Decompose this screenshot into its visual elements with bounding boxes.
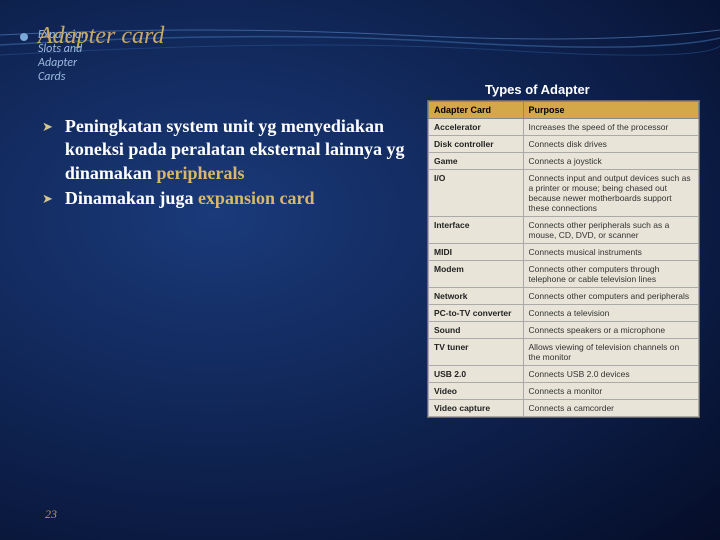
- list-item: ➤ Peningkatan system unit yg menyediakan…: [42, 115, 412, 185]
- list-item: ➤ Dinamakan juga expansion card: [42, 187, 412, 210]
- cell-card: USB 2.0: [429, 366, 524, 383]
- cell-purpose: Increases the speed of the processor: [523, 119, 699, 136]
- cell-card: Game: [429, 153, 524, 170]
- cell-card: TV tuner: [429, 339, 524, 366]
- cell-purpose: Connects a camcorder: [523, 400, 699, 417]
- header-bullet: [20, 33, 28, 41]
- table-row: SoundConnects speakers or a microphone: [429, 322, 699, 339]
- cell-card: Disk controller: [429, 136, 524, 153]
- cell-card: Sound: [429, 322, 524, 339]
- cell-card: Video: [429, 383, 524, 400]
- table-row: AcceleratorIncreases the speed of the pr…: [429, 119, 699, 136]
- cell-purpose: Connects a television: [523, 305, 699, 322]
- cell-card: Modem: [429, 261, 524, 288]
- bullet-text: Dinamakan juga expansion card: [65, 187, 315, 210]
- cell-card: Network: [429, 288, 524, 305]
- arrow-icon: ➤: [42, 191, 53, 210]
- cell-purpose: Connects input and output devices such a…: [523, 170, 699, 217]
- cell-purpose: Connects a monitor: [523, 383, 699, 400]
- cell-card: Accelerator: [429, 119, 524, 136]
- cell-purpose: Connects speakers or a microphone: [523, 322, 699, 339]
- table-row: PC-to-TV converterConnects a television: [429, 305, 699, 322]
- cell-purpose: Connects other peripherals such as a mou…: [523, 217, 699, 244]
- table-row: GameConnects a joystick: [429, 153, 699, 170]
- table-row: Video captureConnects a camcorder: [429, 400, 699, 417]
- cell-card: Interface: [429, 217, 524, 244]
- bullet-pre: Dinamakan juga: [65, 188, 198, 208]
- arrow-icon: ➤: [42, 119, 53, 185]
- content-area: ➤ Peningkatan system unit yg menyediakan…: [42, 115, 412, 213]
- cell-card: I/O: [429, 170, 524, 217]
- table-row: I/OConnects input and output devices suc…: [429, 170, 699, 217]
- header: Expansion Slots and Adapter Cards Adapte…: [20, 28, 36, 46]
- table-row: USB 2.0Connects USB 2.0 devices: [429, 366, 699, 383]
- table-header-row: Adapter Card Purpose: [429, 102, 699, 119]
- cell-purpose: Allows viewing of television channels on…: [523, 339, 699, 366]
- col-header-purpose: Purpose: [523, 102, 699, 119]
- cell-card: Video capture: [429, 400, 524, 417]
- slide-title: Adapter card: [38, 23, 164, 50]
- table-row: MIDIConnects musical instruments: [429, 244, 699, 261]
- bullet-highlight: peripherals: [156, 163, 244, 183]
- bullet-highlight: expansion card: [198, 188, 315, 208]
- table-row: NetworkConnects other computers and peri…: [429, 288, 699, 305]
- table-row: ModemConnects other computers through te…: [429, 261, 699, 288]
- cell-purpose: Connects other computers and peripherals: [523, 288, 699, 305]
- col-header-card: Adapter Card: [429, 102, 524, 119]
- table-row: Disk controllerConnects disk drives: [429, 136, 699, 153]
- page-number: 23: [45, 507, 57, 522]
- table-row: InterfaceConnects other peripherals such…: [429, 217, 699, 244]
- table-row: TV tunerAllows viewing of television cha…: [429, 339, 699, 366]
- types-heading: Types of Adapter: [485, 82, 590, 97]
- cell-purpose: Connects a joystick: [523, 153, 699, 170]
- cell-purpose: Connects disk drives: [523, 136, 699, 153]
- cell-card: PC-to-TV converter: [429, 305, 524, 322]
- cell-purpose: Connects USB 2.0 devices: [523, 366, 699, 383]
- cell-card: MIDI: [429, 244, 524, 261]
- cell-purpose: Connects musical instruments: [523, 244, 699, 261]
- adapter-table: Adapter Card Purpose AcceleratorIncrease…: [427, 100, 700, 418]
- cell-purpose: Connects other computers through telepho…: [523, 261, 699, 288]
- table-row: VideoConnects a monitor: [429, 383, 699, 400]
- bullet-text: Peningkatan system unit yg menyediakan k…: [65, 115, 412, 185]
